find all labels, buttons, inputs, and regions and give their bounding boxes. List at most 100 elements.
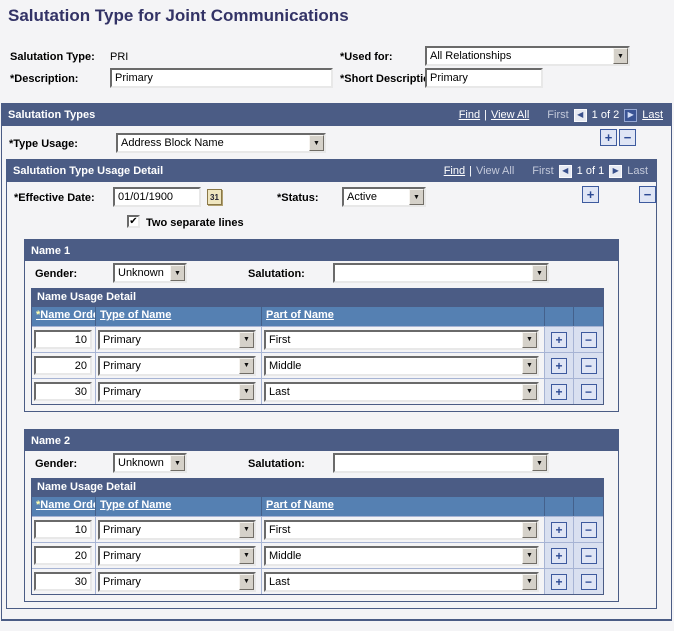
part-of-name-select[interactable]: Last ▼ <box>264 381 539 402</box>
name-usage-grid: Name Usage Detail *Name Order Type of Na… <box>31 288 604 405</box>
chevron-down-icon: ▼ <box>239 547 254 564</box>
delete-type-usage-button[interactable]: − <box>619 129 636 146</box>
name2-groupbox: Name 2 Gender: Unknown ▼ Salutation: ▼ N… <box>24 429 619 602</box>
next-page-button[interactable]: ▶ <box>624 108 638 122</box>
delete-row-button[interactable]: − <box>580 383 597 400</box>
type-of-name-value: Primary <box>103 549 141 562</box>
gender-select[interactable]: Unknown ▼ <box>113 453 187 473</box>
type-of-name-select[interactable]: Primary ▼ <box>98 381 256 402</box>
gender-select[interactable]: Unknown ▼ <box>113 263 187 283</box>
salutation-types-header-bar: Salutation Types Find | View All First ◀… <box>2 104 671 126</box>
add-row-button[interactable]: + <box>551 357 567 374</box>
name-order-input[interactable] <box>34 330 92 349</box>
add-row-button[interactable]: + <box>551 331 567 348</box>
delete-row-button[interactable]: − <box>580 573 597 590</box>
add-row-button[interactable]: + <box>551 521 567 538</box>
description-input[interactable] <box>110 68 333 88</box>
part-of-name-select[interactable]: Middle ▼ <box>264 545 539 566</box>
salutation-type-value: PRI <box>110 51 129 63</box>
add-cell: + <box>545 543 574 568</box>
col-type-of-name: Type of Name <box>96 497 262 516</box>
delete-row-button[interactable]: − <box>580 547 597 564</box>
chevron-down-icon: ▼ <box>239 383 254 400</box>
description-label: *Description: <box>10 73 79 85</box>
salutation-select[interactable]: ▼ <box>333 263 549 283</box>
chevron-down-icon: ▼ <box>309 135 324 151</box>
delete-effective-row-button[interactable]: − <box>639 186 656 203</box>
name-order-input[interactable] <box>34 382 92 401</box>
effective-date-input[interactable] <box>113 187 201 207</box>
grid-header-row: *Name Order Type of Name Part of Name <box>32 497 603 516</box>
chevron-down-icon: ▼ <box>522 521 537 538</box>
add-row-button[interactable]: + <box>551 383 567 400</box>
type-of-name-select[interactable]: Primary ▼ <box>98 571 256 592</box>
chevron-down-icon: ▼ <box>522 331 537 348</box>
delete-row-button[interactable]: − <box>580 357 597 374</box>
name-order-input[interactable] <box>34 356 92 375</box>
find-link[interactable]: Find <box>458 109 481 121</box>
delete-row-button[interactable]: − <box>580 521 597 538</box>
first-link[interactable]: First <box>547 109 569 121</box>
two-separate-lines-checkbox[interactable]: ✔ <box>127 215 140 228</box>
name-order-input[interactable] <box>34 520 92 539</box>
used-for-select[interactable]: All Relationships ▼ <box>425 46 630 66</box>
name-order-input[interactable] <box>34 546 92 565</box>
chevron-down-icon: ▼ <box>522 547 537 564</box>
part-of-name-cell: Middle ▼ <box>262 353 545 378</box>
delete-row-button[interactable]: − <box>580 331 597 348</box>
type-of-name-select[interactable]: Primary ▼ <box>98 329 256 350</box>
salutation-value <box>335 455 532 471</box>
salutation-label: Salutation: <box>248 268 305 280</box>
chevron-down-icon: ▼ <box>532 455 547 471</box>
find-link[interactable]: Find <box>443 165 466 177</box>
part-of-name-cell: First ▼ <box>262 327 545 352</box>
part-of-name-cell: First ▼ <box>262 517 545 542</box>
short-description-input[interactable] <box>425 68 543 88</box>
two-separate-lines-label: Two separate lines <box>146 217 244 229</box>
add-type-usage-button[interactable]: + <box>600 129 617 146</box>
nav-separator: | <box>484 109 487 121</box>
table-row: Primary ▼ First ▼ + − <box>32 326 603 352</box>
table-row: Primary ▼ First ▼ + − <box>32 516 603 542</box>
type-of-name-select[interactable]: Primary ▼ <box>98 545 256 566</box>
add-effective-row-button[interactable]: + <box>582 186 599 203</box>
type-of-name-value: Primary <box>103 333 141 346</box>
name-order-cell <box>32 543 96 568</box>
status-select[interactable]: Active ▼ <box>342 187 426 207</box>
part-of-name-select[interactable]: Last ▼ <box>264 571 539 592</box>
prev-page-button[interactable]: ◀ <box>573 108 587 122</box>
salutation-label: Salutation: <box>248 458 305 470</box>
col-name-order: *Name Order <box>32 307 96 326</box>
part-of-name-select[interactable]: First ▼ <box>264 519 539 540</box>
chevron-down-icon: ▼ <box>239 357 254 374</box>
calendar-icon[interactable]: 31 <box>207 189 222 205</box>
add-row-button[interactable]: + <box>551 547 567 564</box>
prev-arrow-icon: ◀ <box>577 110 584 119</box>
part-of-name-select[interactable]: Middle ▼ <box>264 355 539 376</box>
grid-title: Name Usage Detail <box>32 289 603 307</box>
chevron-down-icon: ▼ <box>170 265 185 281</box>
add-cell: + <box>545 517 574 542</box>
usage-detail-header-bar: Salutation Type Usage Detail Find | View… <box>7 160 656 182</box>
type-of-name-cell: Primary ▼ <box>96 569 262 594</box>
type-of-name-cell: Primary ▼ <box>96 517 262 542</box>
add-row-button[interactable]: + <box>551 573 567 590</box>
used-for-value: All Relationships <box>430 50 512 62</box>
last-link[interactable]: Last <box>642 109 663 121</box>
type-of-name-select[interactable]: Primary ▼ <box>98 355 256 376</box>
col-part-of-name: Part of Name <box>262 497 545 516</box>
name1-title: Name 1 <box>31 244 71 257</box>
type-of-name-select[interactable]: Primary ▼ <box>98 519 256 540</box>
part-of-name-value: First <box>269 523 291 536</box>
view-all-link[interactable]: View All <box>490 109 530 121</box>
name-order-input[interactable] <box>34 572 92 591</box>
col-type-of-name: Type of Name <box>96 307 262 326</box>
page-position: 1 of 1 <box>576 165 605 177</box>
col-add <box>545 497 574 516</box>
status-value: Active <box>347 191 377 203</box>
part-of-name-select[interactable]: First ▼ <box>264 329 539 350</box>
name-order-cell <box>32 327 96 352</box>
part-of-name-value: Last <box>269 385 290 398</box>
type-usage-select[interactable]: Address Block Name ▼ <box>116 133 326 153</box>
salutation-select[interactable]: ▼ <box>333 453 549 473</box>
